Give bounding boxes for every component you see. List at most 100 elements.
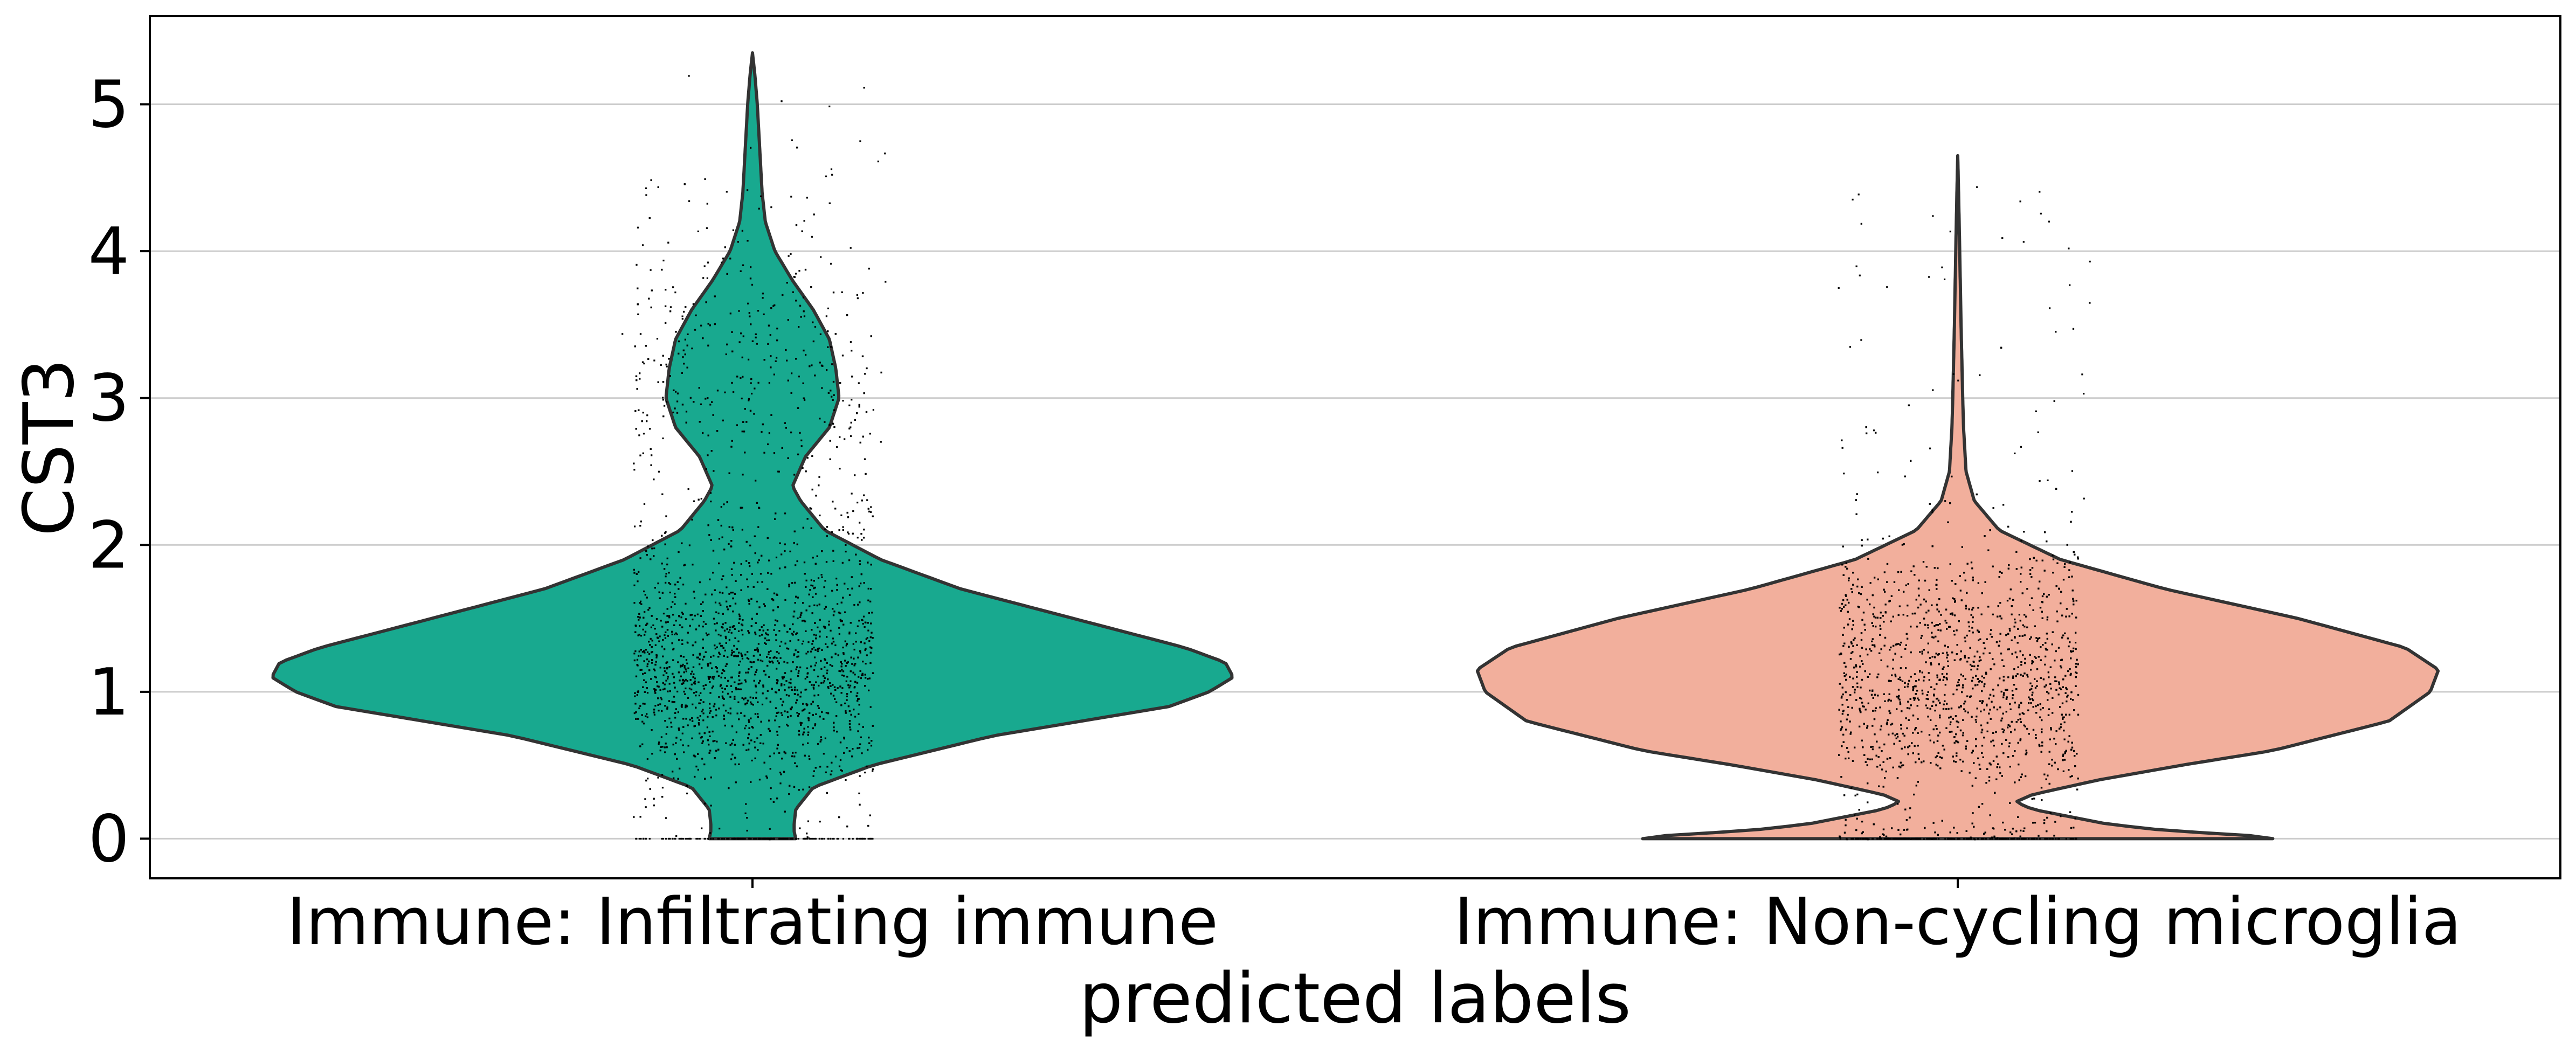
- data-point: [651, 289, 653, 292]
- data-point: [700, 324, 702, 327]
- data-point: [776, 651, 778, 653]
- data-point: [708, 534, 710, 536]
- data-point: [783, 751, 785, 753]
- data-point: [747, 189, 749, 191]
- data-point: [651, 640, 653, 642]
- data-point: [645, 715, 647, 717]
- data-point: [821, 576, 823, 578]
- data-point: [832, 550, 834, 552]
- data-point: [840, 704, 842, 706]
- data-point: [648, 653, 651, 655]
- data-point: [752, 655, 755, 657]
- data-point: [831, 761, 833, 764]
- data-point: [833, 837, 835, 840]
- data-point: [863, 582, 865, 584]
- data-point: [809, 712, 811, 714]
- data-point: [814, 767, 817, 769]
- data-point: [639, 705, 641, 707]
- data-point: [721, 592, 724, 594]
- data-point: [809, 786, 811, 788]
- data-point: [858, 747, 861, 749]
- data-point: [672, 837, 674, 840]
- data-point: [835, 715, 838, 717]
- data-point: [785, 680, 788, 682]
- data-point: [642, 412, 644, 414]
- data-point: [660, 736, 662, 738]
- data-point: [737, 241, 739, 243]
- data-point: [823, 680, 825, 682]
- data-point: [728, 543, 730, 545]
- data-point: [813, 213, 815, 216]
- data-point: [830, 629, 832, 632]
- data-point: [737, 837, 740, 840]
- data-point: [788, 695, 790, 697]
- data-point: [700, 699, 702, 701]
- data-point: [792, 661, 794, 663]
- data-point: [720, 506, 722, 508]
- data-point: [748, 600, 750, 602]
- data-point: [828, 620, 830, 622]
- data-point: [702, 658, 704, 661]
- data-point: [654, 587, 656, 589]
- data-point: [811, 648, 813, 650]
- data-point: [762, 297, 764, 299]
- data-point: [869, 651, 872, 654]
- data-point: [732, 597, 734, 600]
- data-point: [682, 678, 684, 681]
- data-point: [755, 671, 757, 673]
- data-point: [848, 594, 851, 596]
- data-point: [715, 715, 717, 717]
- data-point: [640, 649, 642, 651]
- data-point: [748, 358, 750, 360]
- data-point: [707, 434, 709, 436]
- data-point: [868, 677, 871, 679]
- data-point: [698, 387, 700, 389]
- data-point: [859, 140, 861, 142]
- data-point: [827, 687, 830, 689]
- data-point: [671, 633, 673, 635]
- data-point: [730, 540, 733, 542]
- data-point: [722, 691, 724, 693]
- data-point: [658, 640, 660, 642]
- data-point: [694, 755, 696, 758]
- data-point: [686, 792, 688, 795]
- data-point: [734, 593, 736, 595]
- data-point: [758, 507, 760, 509]
- data-point: [852, 643, 854, 645]
- data-point: [797, 837, 799, 840]
- data-point: [705, 651, 707, 653]
- data-point: [637, 226, 639, 228]
- data-point: [760, 720, 762, 723]
- data-point: [825, 643, 827, 645]
- data-point: [741, 624, 744, 627]
- data-point: [763, 670, 765, 672]
- data-point: [812, 557, 814, 559]
- data-point: [703, 732, 706, 734]
- data-point: [841, 620, 843, 622]
- data-point: [861, 539, 863, 541]
- data-point: [738, 310, 740, 312]
- data-point: [848, 750, 851, 752]
- data-point: [661, 535, 663, 537]
- data-point: [682, 663, 684, 665]
- data-point: [809, 507, 811, 509]
- data-point: [814, 586, 816, 589]
- data-point: [642, 628, 644, 630]
- data-point: [679, 577, 681, 579]
- data-point: [718, 651, 720, 654]
- data-point: [832, 837, 834, 840]
- data-point: [642, 703, 644, 705]
- data-point: [862, 661, 864, 663]
- data-point: [792, 615, 795, 618]
- data-point: [844, 660, 846, 662]
- data-point: [795, 300, 797, 302]
- data-point: [877, 161, 879, 163]
- data-point: [719, 685, 722, 688]
- data-point: [692, 644, 694, 647]
- data-point: [717, 634, 720, 636]
- data-point: [674, 717, 676, 719]
- violins: [271, 51, 2440, 841]
- data-point: [699, 658, 701, 660]
- data-point: [682, 744, 684, 746]
- data-point: [859, 560, 861, 562]
